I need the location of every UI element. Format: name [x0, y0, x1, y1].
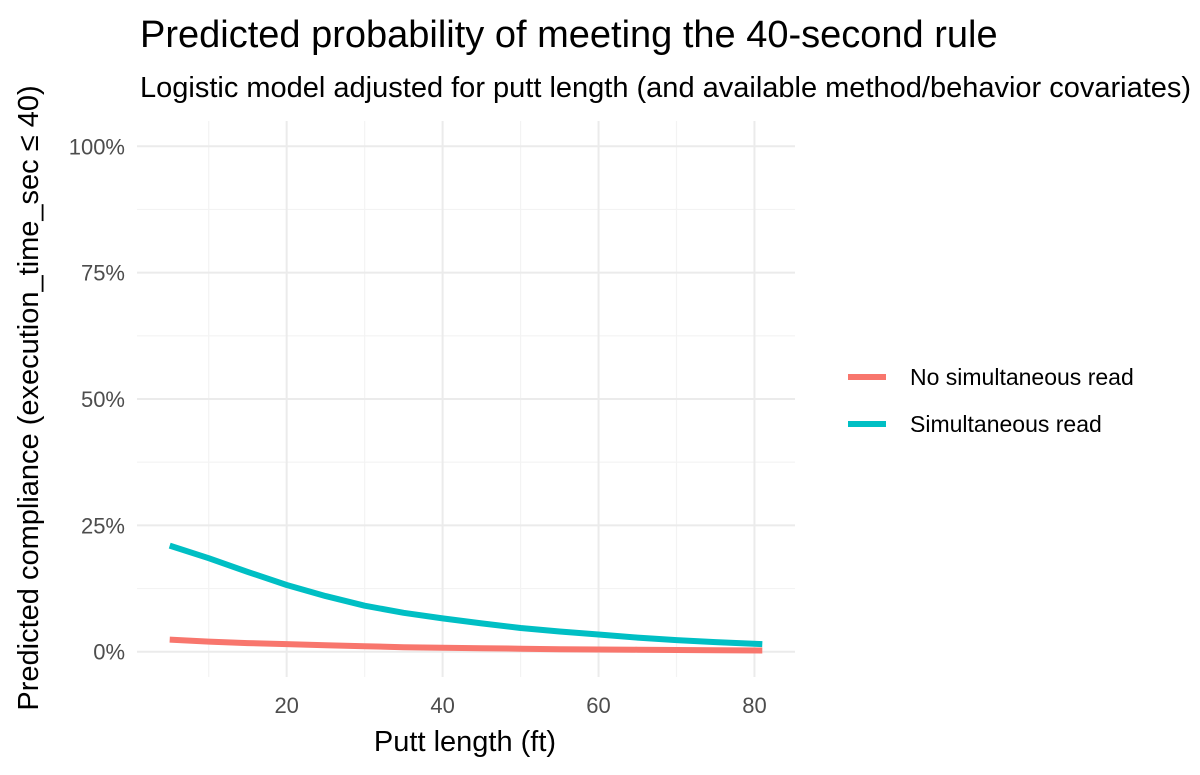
y-axis-ticks: 0% 25% 50% 75% 100%: [69, 134, 125, 664]
y-axis-title: Predicted compliance (execution_time_sec…: [13, 85, 45, 710]
legend-label-simultaneous-read: Simultaneous read: [910, 411, 1102, 437]
series-line-no-simultaneous-read: [169, 636, 763, 654]
x-tick-label: 80: [742, 693, 766, 718]
legend-label-no-simultaneous-read: No simultaneous read: [910, 364, 1134, 390]
chart-subtitle: Logistic model adjusted for putt length …: [140, 72, 1191, 104]
y-tick-label: 0%: [93, 640, 125, 665]
x-tick-label: 40: [430, 693, 454, 718]
x-axis-ticks: 20 40 60 80: [274, 693, 766, 718]
y-tick-label: 100%: [69, 134, 125, 159]
y-tick-label: 50%: [81, 387, 125, 412]
series-line-simultaneous-read: [168, 542, 763, 648]
grid: [137, 121, 795, 677]
x-tick-label: 20: [274, 693, 298, 718]
legend: No simultaneous read Simultaneous read: [848, 364, 1134, 437]
x-axis-title: Putt length (ft): [374, 726, 556, 758]
chart-title: Predicted probability of meeting the 40-…: [140, 14, 998, 56]
series-lines: [168, 542, 763, 654]
y-tick-label: 25%: [81, 513, 125, 538]
x-tick-label: 60: [586, 693, 610, 718]
y-tick-label: 75%: [81, 261, 125, 286]
